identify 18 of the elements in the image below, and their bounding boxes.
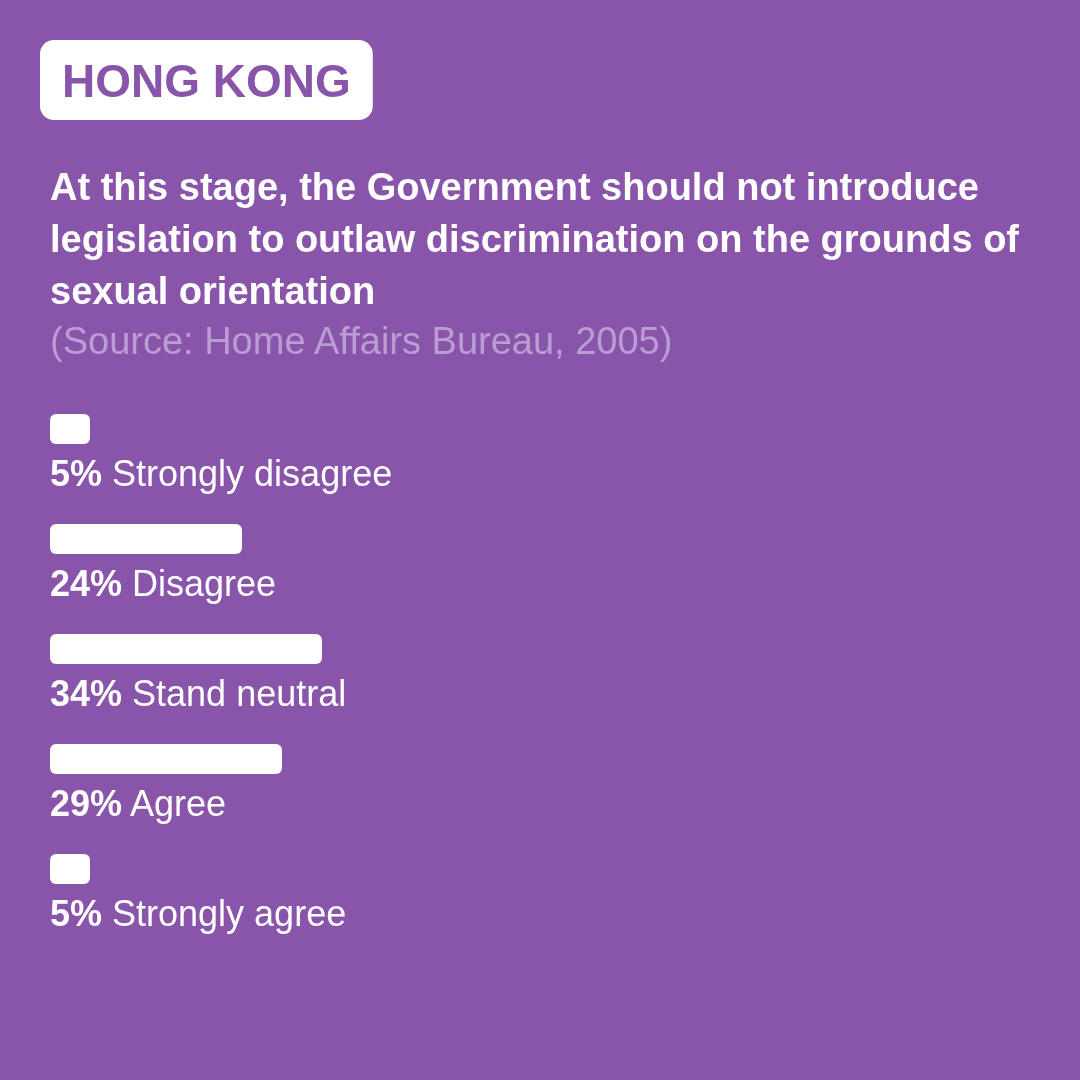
bar xyxy=(50,744,282,774)
data-label: 34% xyxy=(50,673,123,714)
bar xyxy=(50,524,242,554)
data-label: 5% xyxy=(50,453,103,494)
y-tick-label: Strongly agree xyxy=(102,893,347,934)
bar xyxy=(50,414,90,444)
y-tick-label: Strongly disagree xyxy=(102,453,393,494)
chart-subtitle: HONG KONG xyxy=(62,55,351,107)
data-label: 29% xyxy=(50,783,123,824)
data-label: 5% xyxy=(50,893,103,934)
text: At this stage, the Government should not introduce legislation to outlaw discrimination on the grounds of sexual orientation xyxy=(50,166,1020,312)
y-tick-label: Disagree xyxy=(122,563,277,604)
data-label: 24% xyxy=(50,563,123,604)
y-tick-label: Agree xyxy=(122,783,227,824)
y-tick-label: Stand neutral xyxy=(122,673,347,714)
bar xyxy=(50,854,90,884)
text: (Source: Home Affairs Bureau, 2005) xyxy=(50,320,673,362)
bar xyxy=(50,634,322,664)
